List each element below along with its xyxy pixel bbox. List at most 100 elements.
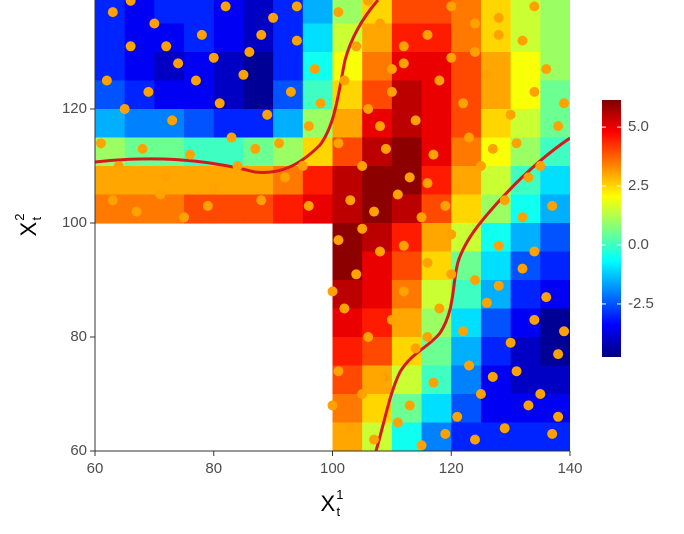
heat-cell bbox=[451, 52, 482, 82]
scatter-point bbox=[547, 200, 558, 211]
heat-cell bbox=[243, 80, 274, 110]
heat-cell bbox=[362, 223, 393, 253]
heat-cell bbox=[332, 337, 363, 367]
scatter-point bbox=[369, 434, 380, 445]
scatter-point bbox=[339, 303, 350, 314]
scatter-point bbox=[161, 41, 172, 52]
x-title-base: X bbox=[321, 491, 336, 516]
colorbar-label: -2.5 bbox=[628, 295, 654, 312]
scatter-point bbox=[375, 18, 385, 29]
scatter-point bbox=[226, 132, 237, 143]
scatter-point bbox=[470, 275, 480, 285]
heat-cell bbox=[184, 80, 215, 110]
scatter-point bbox=[101, 75, 112, 86]
scatter-point bbox=[392, 417, 403, 428]
scatter-point bbox=[363, 104, 374, 114]
heat-cell bbox=[391, 308, 423, 338]
x-tick-label: 80 bbox=[205, 460, 222, 477]
heat-cell bbox=[302, 166, 334, 196]
scatter-point bbox=[434, 303, 445, 314]
scatter-point bbox=[386, 64, 397, 75]
scatter-point bbox=[499, 195, 510, 206]
x-tick-label: 60 bbox=[87, 460, 104, 477]
scatter-point bbox=[553, 349, 564, 360]
x-title-sub: t bbox=[336, 504, 340, 519]
scatter-point bbox=[363, 0, 374, 6]
x-tick-label: 120 bbox=[439, 460, 464, 477]
heat-cell bbox=[540, 251, 570, 281]
scatter-point bbox=[559, 98, 570, 109]
scatter-point bbox=[499, 423, 510, 434]
scatter-point bbox=[487, 143, 498, 154]
colorbar-label: 2.5 bbox=[628, 177, 649, 194]
scatter-point bbox=[333, 235, 344, 246]
scatter-point bbox=[357, 223, 368, 234]
heat-cell bbox=[124, 166, 155, 196]
scatter-point bbox=[511, 138, 522, 149]
scatter-point bbox=[202, 200, 213, 211]
scatter-point bbox=[493, 12, 504, 23]
heat-cell bbox=[480, 394, 512, 424]
scatter-point bbox=[535, 161, 546, 171]
scatter-point bbox=[137, 143, 148, 154]
heat-cell bbox=[391, 80, 423, 110]
heat-cell bbox=[391, 137, 423, 167]
scatter-point bbox=[422, 29, 433, 40]
scatter-point bbox=[464, 360, 475, 371]
scatter-point bbox=[208, 52, 219, 63]
scatter-point bbox=[440, 200, 451, 211]
scatter-point bbox=[208, 183, 219, 194]
scatter-point bbox=[452, 183, 463, 194]
heat-cell bbox=[540, 166, 570, 196]
scatter-point bbox=[487, 371, 498, 382]
x-tick-label: 100 bbox=[320, 460, 345, 477]
scatter-point bbox=[529, 314, 540, 325]
heat-cell bbox=[510, 52, 541, 82]
scatter-point bbox=[190, 75, 201, 86]
scatter-point bbox=[416, 440, 427, 451]
y-tick-label: 80 bbox=[70, 328, 87, 345]
scatter-point bbox=[380, 143, 391, 154]
scatter-point bbox=[505, 337, 516, 348]
heat-cell bbox=[184, 109, 215, 139]
scatter-point bbox=[333, 138, 344, 149]
scatter-point bbox=[256, 195, 267, 206]
scatter-point bbox=[404, 172, 415, 183]
heat-cell bbox=[451, 109, 482, 139]
heat-cell bbox=[95, 109, 126, 139]
scatter-point bbox=[386, 314, 397, 325]
scatter-point bbox=[155, 189, 166, 200]
heatmap bbox=[95, 0, 570, 451]
heat-cell bbox=[213, 109, 245, 139]
scatter-point bbox=[547, 428, 558, 439]
heat-cell bbox=[362, 23, 393, 53]
scatter-point bbox=[303, 200, 314, 211]
scatter-point bbox=[523, 400, 534, 411]
heat-cell bbox=[213, 194, 245, 224]
scatter-point bbox=[428, 149, 439, 160]
scatter-point bbox=[274, 138, 285, 149]
heat-cell bbox=[124, 109, 155, 139]
scatter-point bbox=[470, 18, 480, 29]
scatter-point bbox=[434, 75, 445, 86]
heat-cell bbox=[332, 52, 363, 82]
scatter-point bbox=[541, 64, 552, 75]
scatter-point bbox=[470, 47, 480, 57]
legend: 5.0 2.5 0.0 -2.5 bbox=[602, 118, 654, 312]
scatter-point bbox=[161, 172, 172, 183]
heat-cell bbox=[510, 280, 541, 310]
scatter-point bbox=[375, 121, 385, 132]
heat-cell bbox=[273, 52, 304, 82]
heat-cell bbox=[480, 80, 512, 110]
scatter-point bbox=[291, 35, 302, 46]
scatter-point bbox=[256, 29, 267, 40]
heat-cell bbox=[421, 280, 452, 310]
heat-cell bbox=[540, 0, 570, 25]
scatter-point bbox=[303, 121, 314, 132]
scatter-point bbox=[529, 86, 540, 97]
heat-cell bbox=[362, 251, 393, 281]
scatter-point bbox=[392, 189, 403, 200]
colorbar-label: 0.0 bbox=[628, 236, 649, 253]
scatter-point bbox=[149, 18, 160, 29]
scatter-point bbox=[357, 161, 368, 171]
